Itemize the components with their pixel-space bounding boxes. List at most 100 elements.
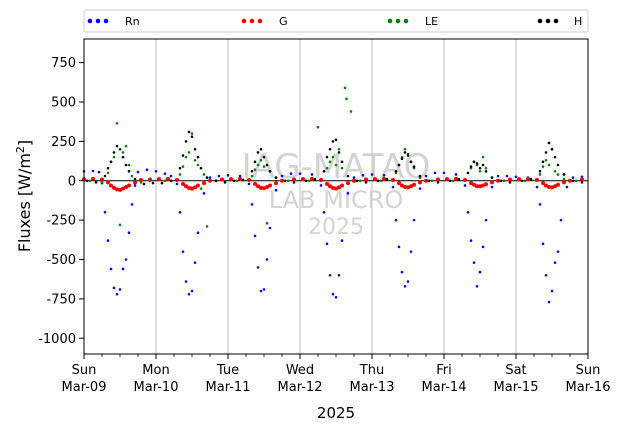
point-g (481, 183, 485, 188)
point-h (484, 170, 488, 173)
point-rn (103, 210, 107, 214)
point-rn (475, 284, 479, 288)
point-rn (547, 300, 551, 304)
point-le (253, 168, 257, 172)
point-g (190, 186, 194, 191)
point-g (268, 183, 272, 188)
series-h (85, 130, 584, 186)
point-g (556, 182, 560, 187)
point-g (166, 176, 170, 181)
point-h (472, 160, 476, 164)
point-g (139, 177, 143, 182)
point-h (364, 181, 368, 184)
point-h (187, 130, 191, 134)
grid (155, 39, 517, 354)
point-g (202, 181, 206, 186)
y-tick-label: -1000 (38, 332, 76, 347)
point-h (223, 181, 227, 184)
point-h (409, 160, 413, 164)
point-h (547, 141, 551, 145)
point-le (262, 165, 266, 168)
point-g (580, 177, 584, 182)
point-g (229, 177, 233, 182)
point-g (397, 181, 401, 186)
point-rn (454, 173, 458, 176)
point-le (340, 166, 344, 170)
point-h (304, 179, 308, 183)
point-h (412, 165, 416, 168)
point-h (313, 177, 317, 181)
point-h (580, 181, 584, 184)
x-tick-label-day: Wed (286, 363, 314, 378)
point-rn (265, 258, 269, 261)
x-tick-label-day: Sun (576, 363, 601, 378)
point-rn (262, 288, 266, 291)
legend-marker (95, 18, 101, 24)
point-h (448, 179, 452, 183)
point-le (358, 179, 362, 183)
point-rn (505, 174, 509, 178)
point-le (316, 125, 320, 129)
point-le (139, 181, 143, 184)
point-h (268, 170, 272, 173)
point-le (553, 170, 557, 173)
point-rn (442, 171, 446, 175)
point-rn (169, 174, 173, 178)
point-rn (322, 210, 326, 214)
point-g (409, 184, 413, 189)
x-tick-label-date: Mar-16 (566, 380, 611, 395)
legend-marker (537, 18, 543, 24)
point-g (187, 185, 191, 190)
point-g (391, 177, 395, 182)
point-rn (331, 292, 335, 296)
point-rn (544, 273, 548, 277)
point-le (181, 165, 185, 168)
y-tick-label: 250 (51, 135, 76, 150)
y-tick-label: -500 (46, 253, 76, 268)
point-rn (202, 192, 206, 195)
point-g (526, 176, 530, 181)
point-g (544, 183, 548, 188)
point-rn (238, 174, 242, 178)
point-le (250, 174, 254, 178)
point-h (232, 179, 236, 183)
point-rn (190, 289, 194, 293)
x-tick-label-day: Fri (436, 363, 452, 378)
point-rn (319, 184, 323, 187)
point-g (412, 182, 416, 187)
point-rn (268, 226, 272, 230)
point-rn (424, 174, 428, 178)
point-g (127, 183, 131, 188)
point-g (535, 177, 539, 182)
point-h (85, 179, 89, 183)
point-le (256, 163, 260, 167)
point-g (253, 181, 257, 186)
point-le (196, 163, 200, 167)
point-h (199, 166, 203, 170)
point-le (541, 165, 545, 168)
point-le (118, 223, 122, 227)
point-h (427, 179, 431, 183)
point-le (379, 179, 383, 183)
point-h (283, 179, 287, 183)
y-axis: 750 500 250 0 -250 -500 -750 -1000 (38, 56, 84, 347)
point-g (238, 176, 242, 181)
point-g (319, 177, 323, 182)
point-le (265, 221, 269, 225)
point-rn (412, 218, 416, 222)
point-h (292, 181, 296, 184)
point-rn (340, 239, 344, 242)
x-tick-label-date: Mar-12 (278, 380, 323, 395)
point-rn (535, 185, 539, 189)
point-rn (97, 170, 101, 174)
x-tick-label-date: Mar-13 (350, 380, 395, 395)
point-h (259, 147, 263, 151)
point-rn (250, 203, 254, 206)
point-le (478, 170, 482, 173)
point-le (325, 166, 329, 170)
point-le (307, 179, 311, 183)
x-tick-label-date: Mar-10 (134, 380, 179, 395)
legend-marker (249, 18, 255, 24)
point-h (400, 157, 404, 160)
point-rn (565, 185, 569, 189)
